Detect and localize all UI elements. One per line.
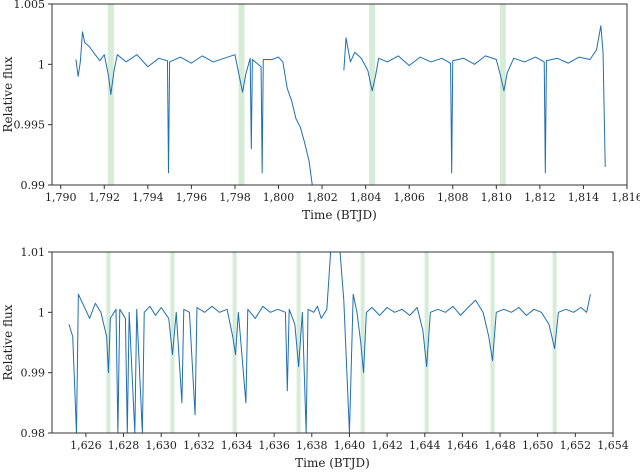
x-axis-ticks: 1,790 1,792 1,794 1,796 1,798 1,800 1,802 1,804…: [45, 185, 640, 204]
x-tick-label: 1,646: [447, 439, 479, 452]
x-tick-label: 1,654: [597, 439, 629, 452]
x-tick-label: 1,632: [183, 439, 215, 452]
x-tick-label: 1,636: [258, 439, 290, 452]
x-tick-label: 1,792: [89, 191, 121, 204]
transit-band-1: [238, 4, 245, 185]
plot-frame: [51, 3, 628, 186]
y-tick-label: 1: [38, 306, 45, 319]
transit-band-7: [552, 252, 557, 433]
x-tick-label: 1,800: [263, 191, 295, 204]
y-tick-label: 1.01: [21, 246, 46, 259]
y-axis-label: Relative flux: [1, 304, 15, 380]
x-tick-label: 1,648: [484, 439, 516, 452]
y-axis-ticks: 0.99 0.995 1 1.005: [14, 0, 52, 192]
y-axis-label: Relative flux: [1, 56, 15, 132]
x-tick-label: 1,812: [524, 191, 556, 204]
x-tick-label: 1,634: [221, 439, 253, 452]
flux-segment-1: [343, 25, 606, 174]
flux-series: [68, 251, 591, 434]
y-tick-label: 1: [38, 58, 45, 71]
x-tick-label: 1,644: [409, 439, 441, 452]
x-tick-label: 1,626: [70, 439, 102, 452]
x-tick-label: 1,640: [334, 439, 366, 452]
transit-band-3: [499, 4, 506, 185]
x-tick-label: 1,628: [108, 439, 140, 452]
x-tick-label: 1,808: [437, 191, 469, 204]
light-curve-panel-bottom: 1,626 1,628 1,630 1,632 1,634 1,636 1,638 1,640…: [1, 246, 629, 470]
x-tick-label: 1,802: [306, 191, 338, 204]
x-tick-label: 1,638: [296, 439, 328, 452]
transit-band-4: [360, 252, 365, 433]
light-curve-panel-top: 1,790 1,792 1,794 1,796 1,798 1,800 1,802 1,804…: [1, 0, 640, 222]
transit-band-1: [170, 252, 175, 433]
transit-band-0: [106, 252, 111, 433]
x-tick-label: 1,796: [176, 191, 208, 204]
y-tick-label: 0.99: [21, 367, 46, 380]
x-tick-label: 1,650: [522, 439, 554, 452]
x-axis-ticks: 1,626 1,628 1,630 1,632 1,634 1,636 1,638 1,640…: [70, 433, 629, 452]
x-axis-label: Time (BTJD): [295, 456, 370, 470]
transit-band-6: [490, 252, 495, 433]
transit-band-3: [296, 252, 301, 433]
y-tick-label: 0.98: [21, 427, 46, 440]
transit-band-2: [232, 252, 237, 433]
flux-series: [75, 25, 606, 186]
y-axis-ticks: 0.98 0.99 1 1.01: [21, 246, 52, 440]
x-tick-label: 1,816: [611, 191, 640, 204]
y-tick-label: 0.995: [14, 119, 46, 132]
x-tick-label: 1,630: [145, 439, 177, 452]
x-tick-label: 1,804: [350, 191, 382, 204]
x-tick-label: 1,794: [132, 191, 164, 204]
x-tick-label: 1,652: [560, 439, 592, 452]
y-tick-label: 1.005: [14, 0, 46, 11]
x-tick-label: 1,642: [371, 439, 403, 452]
y-tick-label: 0.99: [21, 179, 46, 192]
x-tick-label: 1,810: [481, 191, 513, 204]
plot-frame: [51, 251, 614, 434]
x-tick-label: 1,798: [219, 191, 251, 204]
x-axis-label: Time (BTJD): [302, 208, 377, 222]
x-tick-label: 1,814: [568, 191, 600, 204]
transit-band-5: [424, 252, 429, 433]
transit-band-2: [369, 4, 376, 185]
flux-segment-0: [75, 31, 313, 186]
x-tick-label: 1,790: [45, 191, 77, 204]
flux-segment-0: [68, 251, 332, 434]
x-tick-label: 1,806: [393, 191, 425, 204]
transit-bands: [106, 252, 557, 433]
flux-segment-1: [339, 251, 591, 434]
